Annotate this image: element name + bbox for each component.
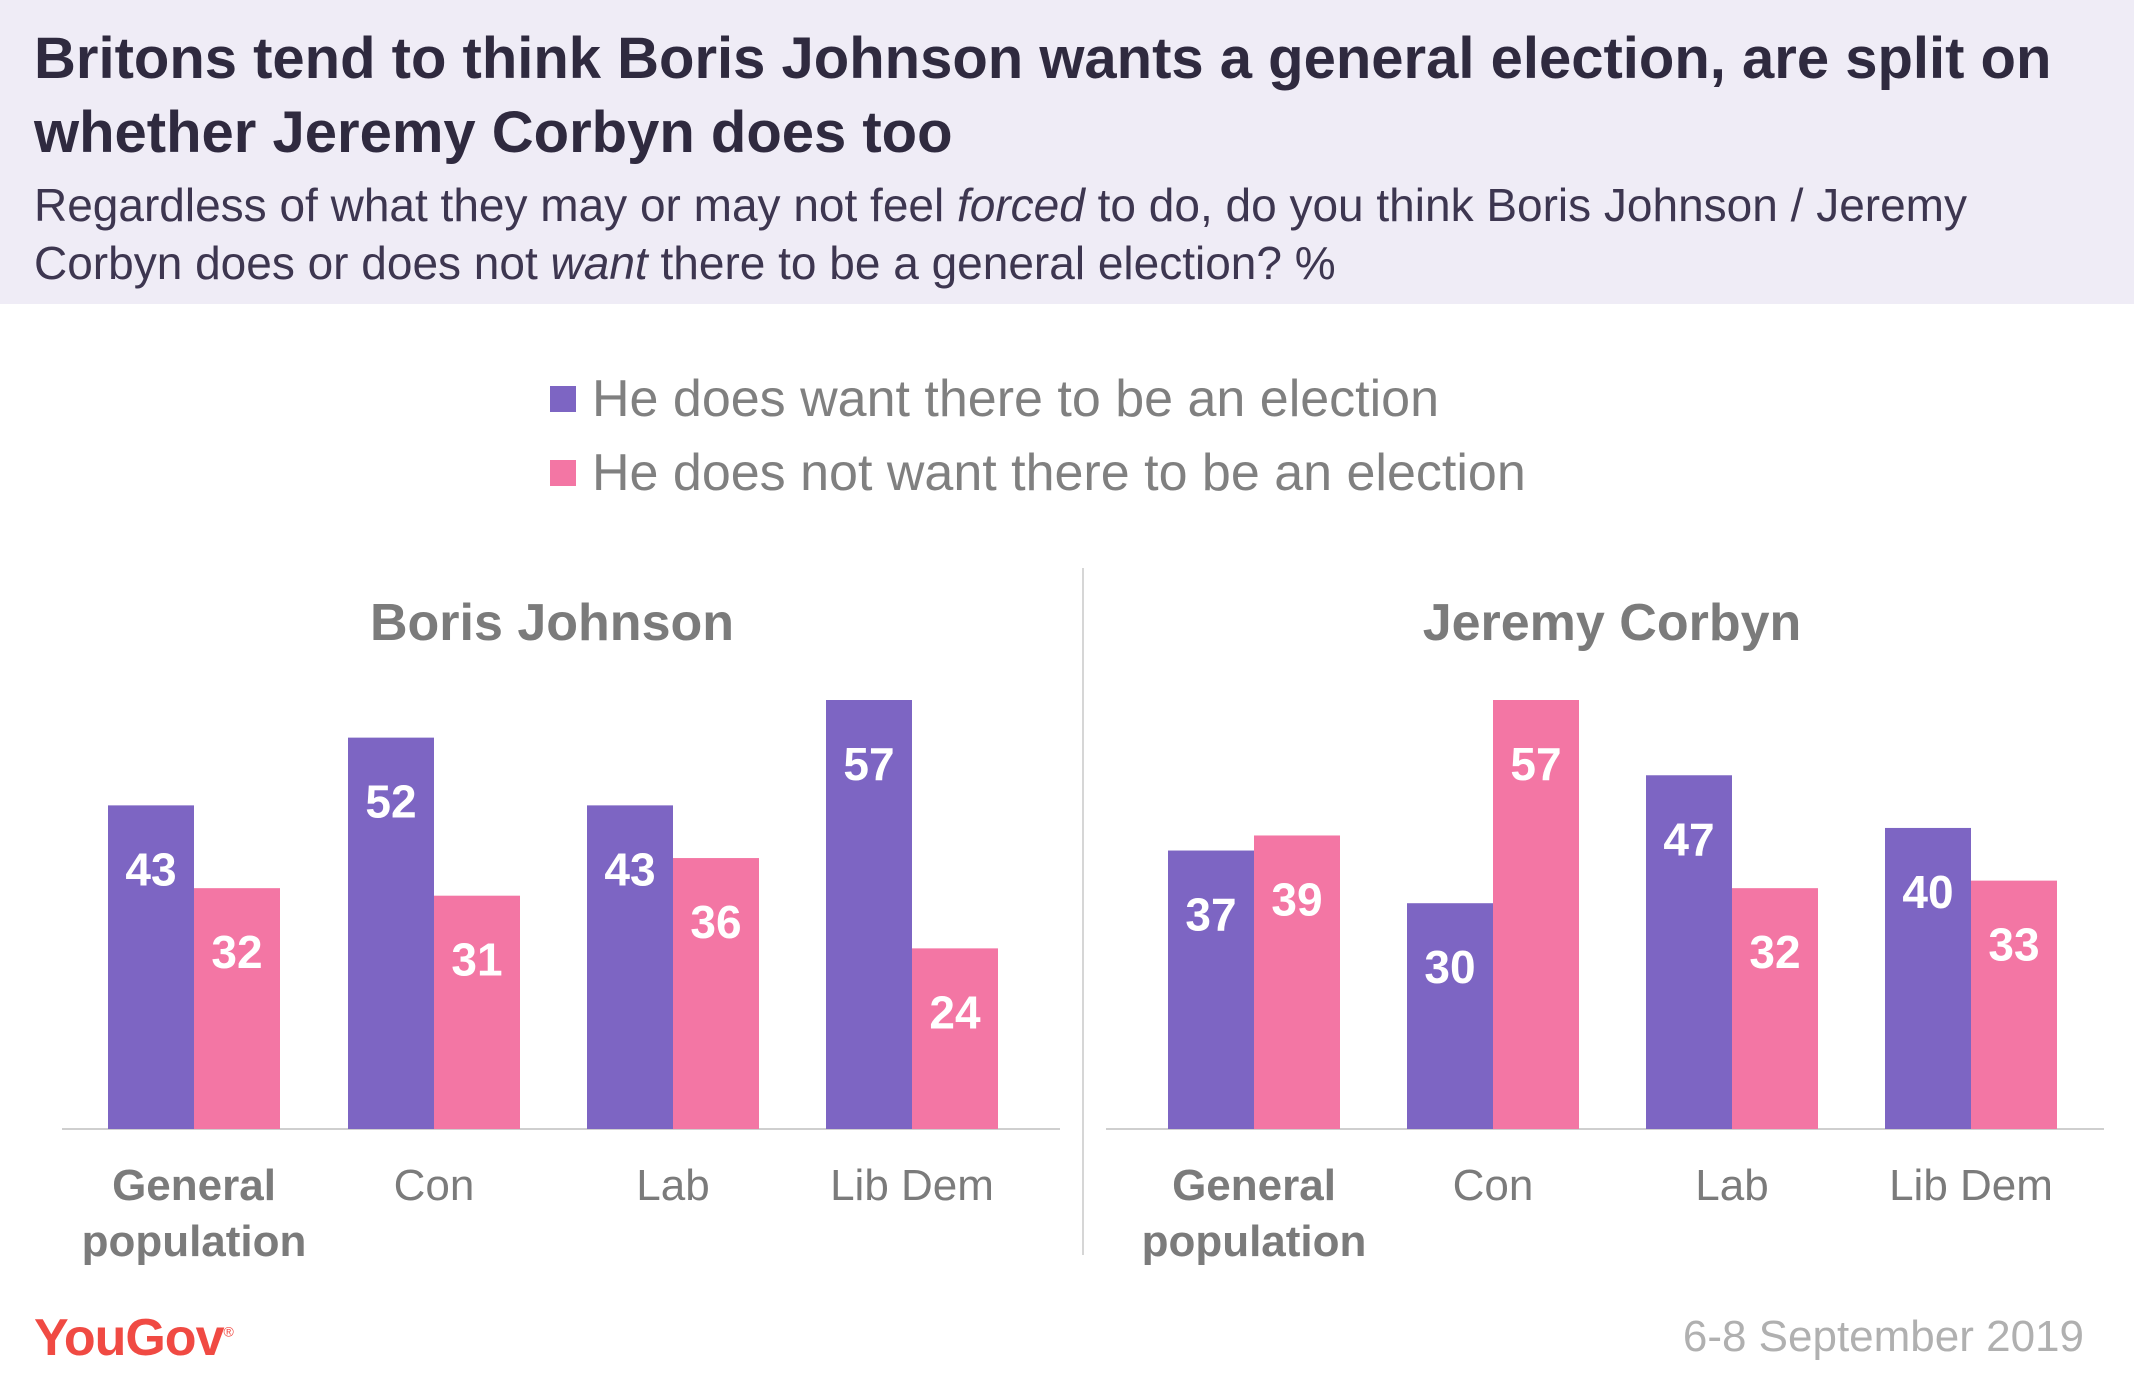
value-label: 30: [1424, 941, 1475, 993]
value-label: 57: [843, 738, 894, 790]
yougov-logo: YouGov®: [34, 1308, 234, 1368]
legend: He does want there to be an election He …: [550, 362, 1526, 510]
value-label: 39: [1271, 873, 1322, 925]
value-label: 36: [690, 896, 741, 948]
bar-want: [1646, 775, 1732, 1129]
bar-not-want: [1732, 888, 1818, 1129]
bar-not-want: [1254, 835, 1340, 1129]
value-label: 57: [1510, 738, 1561, 790]
category-label: Lab: [636, 1161, 709, 1210]
logo-trademark: ®: [223, 1323, 233, 1340]
legend-item-not-want: He does not want there to be an election: [550, 436, 1526, 510]
chart-title: Britons tend to think Boris Johnson want…: [34, 26, 2052, 165]
category-label: Con: [1453, 1161, 1534, 1210]
panel-title: Jeremy Corbyn: [1423, 594, 1802, 652]
category-label: Con: [394, 1161, 475, 1210]
logo-text: YouGov: [34, 1309, 224, 1367]
panel-title: Boris Johnson: [370, 594, 734, 652]
value-label: 24: [929, 986, 981, 1038]
legend-label-not-want: He does not want there to be an election: [592, 444, 1526, 502]
value-label: 33: [1988, 919, 2039, 971]
category-label: Lib Dem: [1889, 1161, 2053, 1210]
value-label: 32: [211, 926, 262, 978]
subtitle-emphasis-want: want: [550, 237, 648, 289]
bar-not-want: [1971, 880, 2057, 1129]
value-label: 32: [1749, 926, 1800, 978]
chart-subtitle: Regardless of what they may or may not f…: [34, 176, 2094, 292]
category-label: General population: [82, 1161, 307, 1266]
bar-want: [826, 700, 912, 1129]
value-label: 43: [125, 843, 176, 895]
bar-want: [587, 805, 673, 1129]
bar-not-want: [434, 895, 520, 1129]
value-label: 47: [1663, 813, 1714, 865]
subtitle-part: to do, do you think Boris Johnson / Jere…: [34, 179, 1967, 289]
bar-want: [108, 805, 194, 1129]
legend-swatch-not-want: [550, 460, 576, 486]
subtitle-emphasis-forced: forced: [957, 179, 1085, 231]
legend-item-want: He does want there to be an election: [550, 362, 1526, 436]
category-label: General population: [1142, 1161, 1367, 1266]
value-label: 37: [1185, 889, 1236, 941]
category-label: Lib Dem: [830, 1161, 994, 1210]
bar-want: [348, 737, 434, 1129]
bar-want: [1407, 903, 1493, 1129]
value-label: 43: [604, 843, 655, 895]
value-label: 31: [451, 934, 502, 986]
header-banner: Britons tend to think Boris Johnson want…: [0, 0, 2134, 304]
bar-not-want: [194, 888, 280, 1129]
value-label: 40: [1902, 866, 1953, 918]
value-label: 52: [365, 776, 416, 828]
bar-want: [1168, 850, 1254, 1129]
survey-date: 6-8 September 2019: [1682, 1312, 2084, 1361]
bar-not-want: [673, 858, 759, 1129]
subtitle-part: there to be a general election? %: [647, 237, 1336, 289]
legend-label-want: He does want there to be an election: [592, 370, 1440, 428]
legend-swatch-want: [550, 386, 576, 412]
bar-not-want: [912, 948, 998, 1129]
category-label: Lab: [1695, 1161, 1768, 1210]
bar-not-want: [1493, 700, 1579, 1129]
subtitle-part: Regardless of what they may or may not f…: [34, 179, 957, 231]
bar-want: [1885, 827, 1971, 1129]
